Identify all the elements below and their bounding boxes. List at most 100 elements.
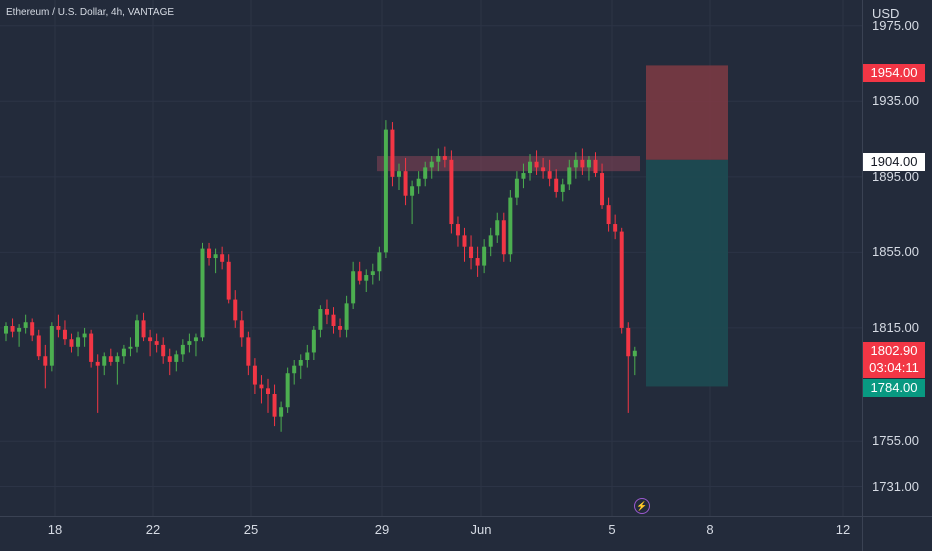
candle-body — [351, 271, 356, 304]
last-price-badge: 1802.90 03:04:11 — [863, 342, 925, 378]
candle-body — [121, 348, 126, 357]
candle-body — [442, 156, 447, 160]
time-tick-label: Jun — [470, 522, 492, 537]
candle-body — [397, 171, 401, 177]
candle-body — [514, 178, 519, 198]
price-tick-label: 1815.00 — [872, 319, 919, 335]
candle-body — [344, 303, 349, 330]
time-tick-label: 25 — [243, 522, 259, 537]
candle-body — [167, 356, 172, 362]
take-profit-price-badge: 1784.00 — [863, 379, 925, 397]
candle-body — [69, 339, 74, 347]
candle-body — [383, 129, 388, 253]
candle-body — [606, 205, 611, 225]
candle-body — [573, 159, 578, 168]
candlestick-series — [4, 120, 637, 432]
candle-body — [292, 365, 297, 374]
candle-body — [272, 394, 277, 417]
currency-label[interactable]: USD — [872, 6, 900, 21]
bar-countdown: 03:04:11 — [869, 360, 919, 375]
candle-body — [423, 167, 428, 179]
candle-body — [338, 326, 343, 330]
candle-body — [403, 171, 408, 196]
last-price-value: 1802.90 — [870, 343, 918, 358]
candle-body — [377, 252, 382, 272]
candle-body — [455, 224, 460, 236]
candle-body — [305, 352, 310, 361]
candle-body — [128, 346, 133, 349]
candle-body — [482, 246, 487, 266]
candle-body — [475, 258, 480, 266]
axis-corner — [862, 516, 932, 551]
candle-body — [547, 171, 552, 179]
candle-body — [161, 344, 166, 357]
stop-loss-price-badge: 1954.00 — [863, 64, 925, 82]
candle-body — [600, 173, 605, 206]
candle-body — [449, 159, 454, 225]
candle-body — [357, 271, 362, 281]
candle-body — [259, 384, 264, 389]
candle-body — [534, 161, 539, 168]
entry-price-badge: 1904.00 — [863, 153, 925, 171]
candle-body — [56, 326, 61, 330]
candle-body — [213, 254, 218, 259]
price-tick-label: 1855.00 — [872, 244, 919, 260]
candle-body — [207, 248, 212, 259]
candle-body — [619, 231, 624, 328]
candle-body — [220, 254, 225, 262]
price-tick-label: 1935.00 — [872, 93, 919, 109]
price-tick-label: 1755.00 — [872, 433, 919, 449]
grid-lines — [0, 0, 862, 516]
candle-body — [266, 388, 270, 395]
candle-body — [495, 220, 500, 236]
candle-body — [239, 320, 244, 338]
candle-body — [508, 197, 513, 255]
candle-body — [501, 220, 506, 255]
candle-body — [200, 248, 205, 338]
candle-body — [233, 299, 238, 321]
candle-body — [318, 309, 323, 330]
time-tick-label: 22 — [145, 522, 161, 537]
candle-body — [593, 159, 598, 174]
candle-body — [252, 365, 257, 385]
position-zones — [377, 65, 728, 387]
candle-body — [626, 327, 631, 357]
lightning-bolt-icon[interactable]: ⚡ — [634, 498, 650, 514]
candle-body — [226, 261, 231, 300]
candle-body — [36, 335, 41, 357]
candle-body — [416, 178, 421, 187]
candle-body — [108, 356, 113, 362]
time-tick-label: 18 — [47, 522, 63, 537]
chart-title[interactable]: Ethereum / U.S. Dollar, 4h, VANTAGE — [6, 7, 175, 18]
candle-body — [82, 333, 87, 338]
candle-body — [554, 178, 559, 192]
candle-body — [62, 329, 67, 340]
candle-body — [364, 275, 369, 281]
candle-body — [102, 356, 107, 366]
candle-body — [193, 337, 198, 342]
candle-body — [23, 322, 28, 328]
price-tick-label: 1895.00 — [872, 168, 919, 184]
candle-body — [521, 173, 526, 179]
candle-body — [4, 326, 8, 334]
candle-body — [135, 320, 139, 347]
candle-body — [469, 246, 474, 259]
time-axis[interactable] — [0, 516, 862, 551]
candle-body — [370, 271, 375, 276]
candle-body — [298, 360, 303, 366]
candle-body — [462, 235, 467, 247]
chart-plot-area[interactable] — [0, 0, 862, 516]
candle-body — [580, 159, 585, 168]
candle-body — [429, 161, 434, 168]
candle-body — [89, 333, 94, 362]
candle-body — [174, 354, 179, 362]
time-tick-label: 29 — [374, 522, 390, 537]
candle-body — [613, 224, 618, 232]
candle-body — [49, 326, 54, 366]
candle-body — [148, 337, 153, 342]
candle-body — [632, 350, 637, 357]
candle-body — [410, 186, 415, 196]
candle-body — [567, 167, 572, 185]
stop-loss-zone — [646, 65, 728, 160]
price-axis[interactable] — [862, 0, 932, 516]
